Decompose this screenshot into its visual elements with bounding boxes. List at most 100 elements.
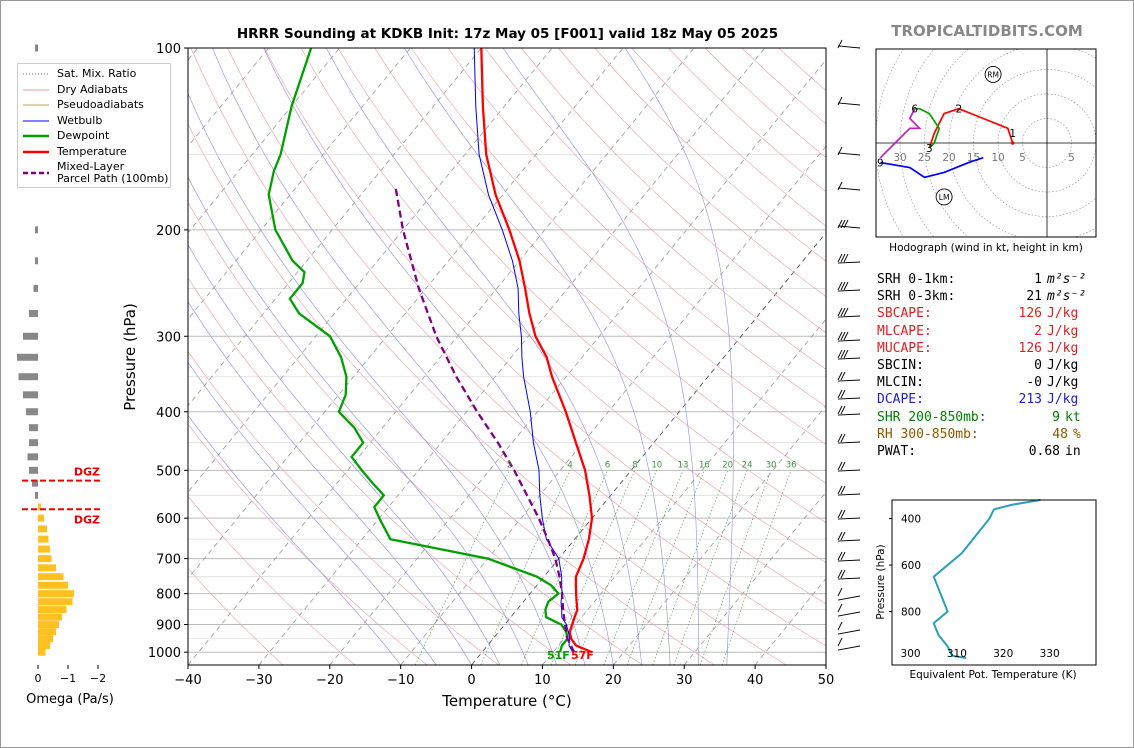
wind-barb [837,371,861,382]
mixing-ratio-label: 36 [786,460,797,470]
omega-bar [29,439,38,447]
x-tick-label: −20 [316,673,343,688]
mixing-ratio-line [574,470,658,665]
wind-barb-flag [840,331,846,341]
theta-e-x-tick-label: 330 [1040,648,1060,660]
index-label: DCAPE: [877,392,924,408]
wind-barb [837,637,861,651]
pseudoadiabat [188,414,401,665]
hodograph-height-label: 1 [1009,128,1016,140]
hodograph-caption: Hodograph (wind in kt, height in km) [889,242,1083,254]
wind-barb-flag [837,181,843,191]
mixing-ratio-label: 24 [742,460,753,470]
wind-barb-flag [837,531,843,541]
wind-barb-flag [843,281,849,291]
hodograph-ring-label: 30 [893,152,906,164]
dry-adiabat [188,277,571,665]
x-tick-label: 0 [467,673,475,688]
mixing-ratio-label: 8 [632,460,637,470]
wind-barb-flag [837,253,843,263]
pseudoadiabat [502,48,699,665]
pseudoadiabat [188,92,557,665]
mixing-ratio-line [603,470,684,665]
legend-swatch [23,150,49,153]
legend-swatch [23,120,49,121]
wind-barb-shaft [837,629,861,635]
mixing-ratio-labels: 2 4 6 8 10 13 16 20 24 30 36 [507,460,797,470]
index-label: RH 300-850mb: [877,426,979,442]
omega-bar [38,503,41,511]
skew-t-background-lines [188,48,826,665]
index-label: MLCAPE: [877,323,932,339]
wind-barb [837,349,861,360]
omega-bar [38,642,50,650]
hodograph-segment [879,108,922,159]
wind-barb [837,569,861,580]
index-unit: J/kg [1047,340,1079,356]
hodograph-segment [880,156,984,179]
index-unit: J/kg [1047,323,1079,339]
x-tick-label: 10 [534,673,551,688]
series-mixed-layer-parcel-path-mb [394,187,576,653]
skew-t-x-label: Temperature (°C) [441,692,571,710]
wind-barb-shaft [837,152,861,156]
mixing-ratio-line [480,470,571,665]
wind-barb-flag [840,531,846,541]
dry-adiabat [668,48,826,192]
pseudoadiabat [188,176,529,665]
index-value: 9 [1052,409,1060,425]
wind-barb-shaft [837,397,861,400]
theta-e-x-label: Equivalent Pot. Temperature (K) [909,669,1076,681]
dry-adiabat [521,48,826,334]
isotherm-line [683,491,826,665]
index-value: 48 [1052,426,1068,442]
y-tick-label: 400 [156,406,181,421]
index-value: 213 [1018,392,1042,408]
legend-label: Sat. Mix. Ratio [57,67,137,80]
omega-bar [38,545,50,553]
wind-barb-flag [837,219,843,229]
index-label: SHR 200-850mb: [877,409,987,425]
index-value: -0 [1026,375,1042,391]
skew-t-ticks: −40 −30 −20 −10 0 10 20 30 40 50 100 200 300 400 500 60… [148,42,834,688]
dry-adiabat [447,48,826,408]
wind-barb-flag [843,219,849,229]
index-unit: m²s⁻² [1047,289,1087,305]
wind-barb-flag [837,461,843,471]
legend-label: Dewpoint [57,129,110,142]
hodograph-ring [876,49,904,237]
wind-barbs [837,39,861,651]
hodograph-motion-label: LM [939,193,950,202]
wind-barb [837,405,861,416]
omega-x-tick-label: −1 [60,672,76,685]
wind-barb-shaft [837,45,861,49]
index-unit: m²s⁻² [1047,272,1087,287]
wind-barb [837,509,861,520]
wind-barb-flag [840,389,846,399]
hodograph-ring-label: 5 [1019,152,1026,164]
dry-adiabat [411,48,826,445]
wind-barb-flag [840,349,846,359]
wind-barb [837,307,861,318]
index-unit: in [1065,444,1081,459]
skew-t-series [267,48,594,654]
skew-t-frame [187,47,827,666]
index-unit: kt [1065,409,1081,425]
index-unit: J/kg [1047,392,1079,408]
isotherm-line [471,232,826,665]
omega-x-label: Omega (Pa/s) [26,692,114,707]
omega-bar [29,466,38,474]
dry-adiabat [227,48,826,647]
omega-bar [38,555,52,563]
isotherm-line [825,664,826,665]
pseudoadiabat [263,48,614,665]
theta-e-x-tick-label: 310 [947,648,967,660]
wind-barb-flag [837,509,843,519]
surface-temperature-label: 57F [571,649,594,662]
omega-bar [27,453,38,461]
hodograph-height-label: 3 [926,143,933,155]
hodograph-surface-dot [1010,141,1015,145]
x-tick-label: 40 [747,673,764,688]
